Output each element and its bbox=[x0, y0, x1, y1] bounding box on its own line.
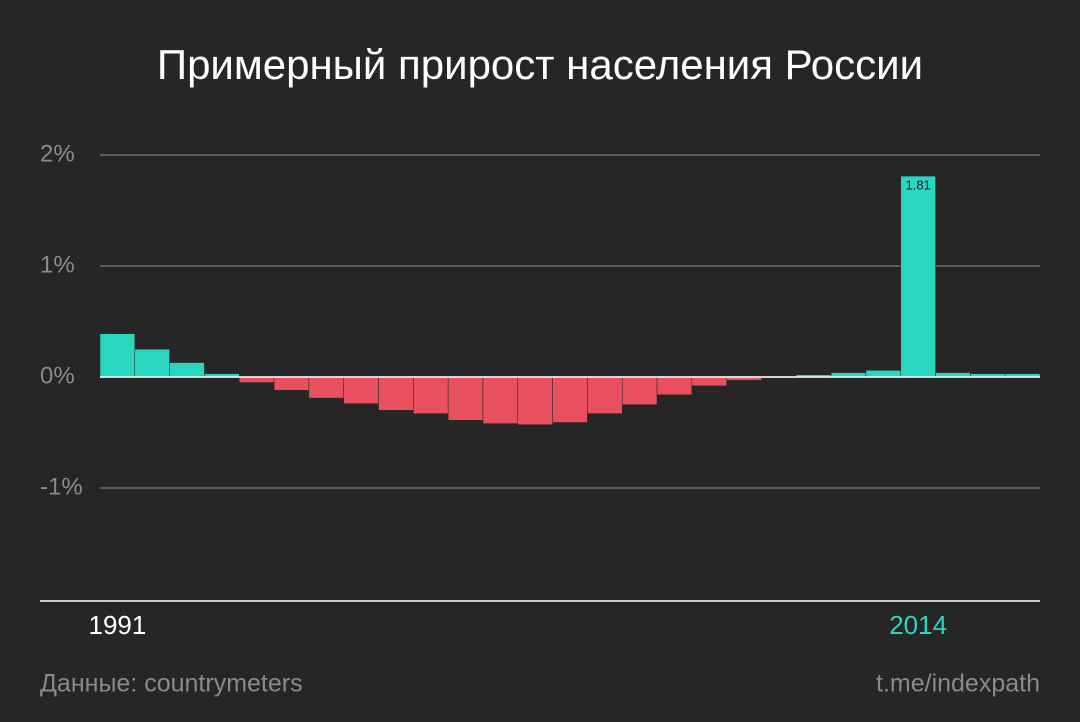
bar bbox=[239, 376, 275, 383]
y-tick-label: 0% bbox=[40, 362, 75, 389]
source: Данные: countrymeters bbox=[40, 670, 303, 698]
bar bbox=[621, 376, 658, 405]
y-tick-label: 2% bbox=[40, 140, 75, 167]
bar bbox=[447, 376, 484, 421]
bar bbox=[413, 376, 449, 414]
bar bbox=[865, 370, 901, 378]
bar bbox=[378, 376, 414, 411]
bar bbox=[134, 349, 170, 378]
bar bbox=[552, 376, 588, 423]
value-label: 1.81 bbox=[905, 178, 930, 193]
bar bbox=[517, 376, 553, 425]
bar bbox=[343, 376, 379, 404]
bar bbox=[691, 376, 727, 387]
credit: t.me/indexpath bbox=[876, 670, 1040, 698]
bar bbox=[482, 376, 519, 424]
bar bbox=[656, 376, 693, 396]
y-tick-label: -1% bbox=[40, 473, 83, 500]
bar bbox=[900, 175, 936, 378]
bar bbox=[169, 362, 205, 378]
chart-title: Примерный прирост населения России bbox=[157, 41, 923, 88]
bar bbox=[587, 376, 623, 414]
x-tick-label: 1991 bbox=[88, 610, 146, 640]
bar bbox=[99, 333, 136, 378]
bar bbox=[308, 376, 344, 399]
x-tick-label: 2014 bbox=[889, 610, 947, 640]
y-tick-label: 1% bbox=[40, 251, 75, 278]
bar bbox=[273, 376, 310, 391]
